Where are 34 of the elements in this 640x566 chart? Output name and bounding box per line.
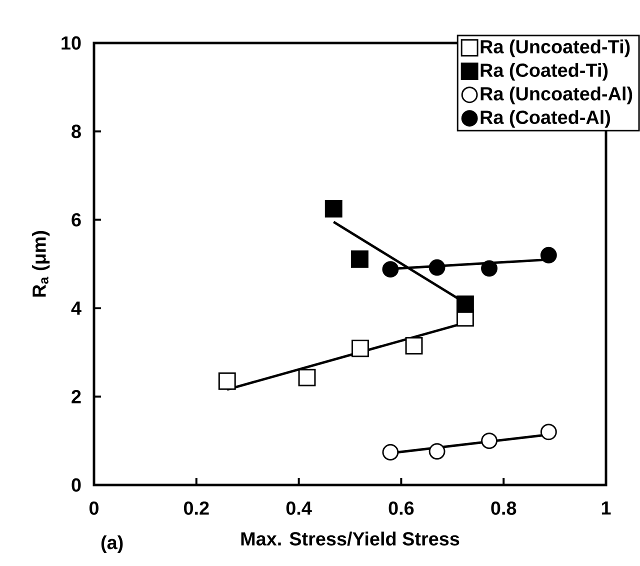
point <box>218 372 236 390</box>
x-tick-label: 0.8 <box>491 501 516 515</box>
x-tick-label: 1 <box>602 501 611 514</box>
legend-label: Ra (Coated-Ti) <box>480 63 608 81</box>
point <box>540 424 557 440</box>
point <box>352 340 369 358</box>
y-tick-label: 8 <box>72 124 81 138</box>
point <box>382 261 399 278</box>
point <box>298 368 316 386</box>
point <box>481 432 498 450</box>
point <box>324 200 342 218</box>
y-tick-label: 10 <box>62 36 81 50</box>
y-tick-label: 6 <box>72 213 81 226</box>
x-tick-label: 0.2 <box>184 501 209 515</box>
point <box>382 444 399 460</box>
point <box>456 295 474 313</box>
y-axis-title: R$_{a}$ (μm) <box>32 231 50 297</box>
point <box>405 337 423 354</box>
x-tick-label: 0 <box>89 501 98 515</box>
legend-label: Ra (Coated-Al) <box>480 110 610 128</box>
x-axis-title: Max. Stress/Yield Stress <box>241 532 460 546</box>
y-tick-label: 0 <box>72 478 81 492</box>
point <box>428 443 446 460</box>
text: (a) <box>101 535 123 553</box>
y-tick-label: 2 <box>72 390 81 404</box>
legend-label: Ra (Uncoated-Ti) <box>480 40 630 58</box>
y-tick-label: 4 <box>71 302 82 315</box>
point <box>351 250 368 268</box>
legend-label: Ra (Uncoated-Al) <box>480 86 632 104</box>
x-tick-label: 0.4 <box>286 501 312 515</box>
point <box>481 260 498 277</box>
point <box>540 246 557 264</box>
point <box>428 259 446 276</box>
x-tick-label: 0.6 <box>388 501 414 515</box>
